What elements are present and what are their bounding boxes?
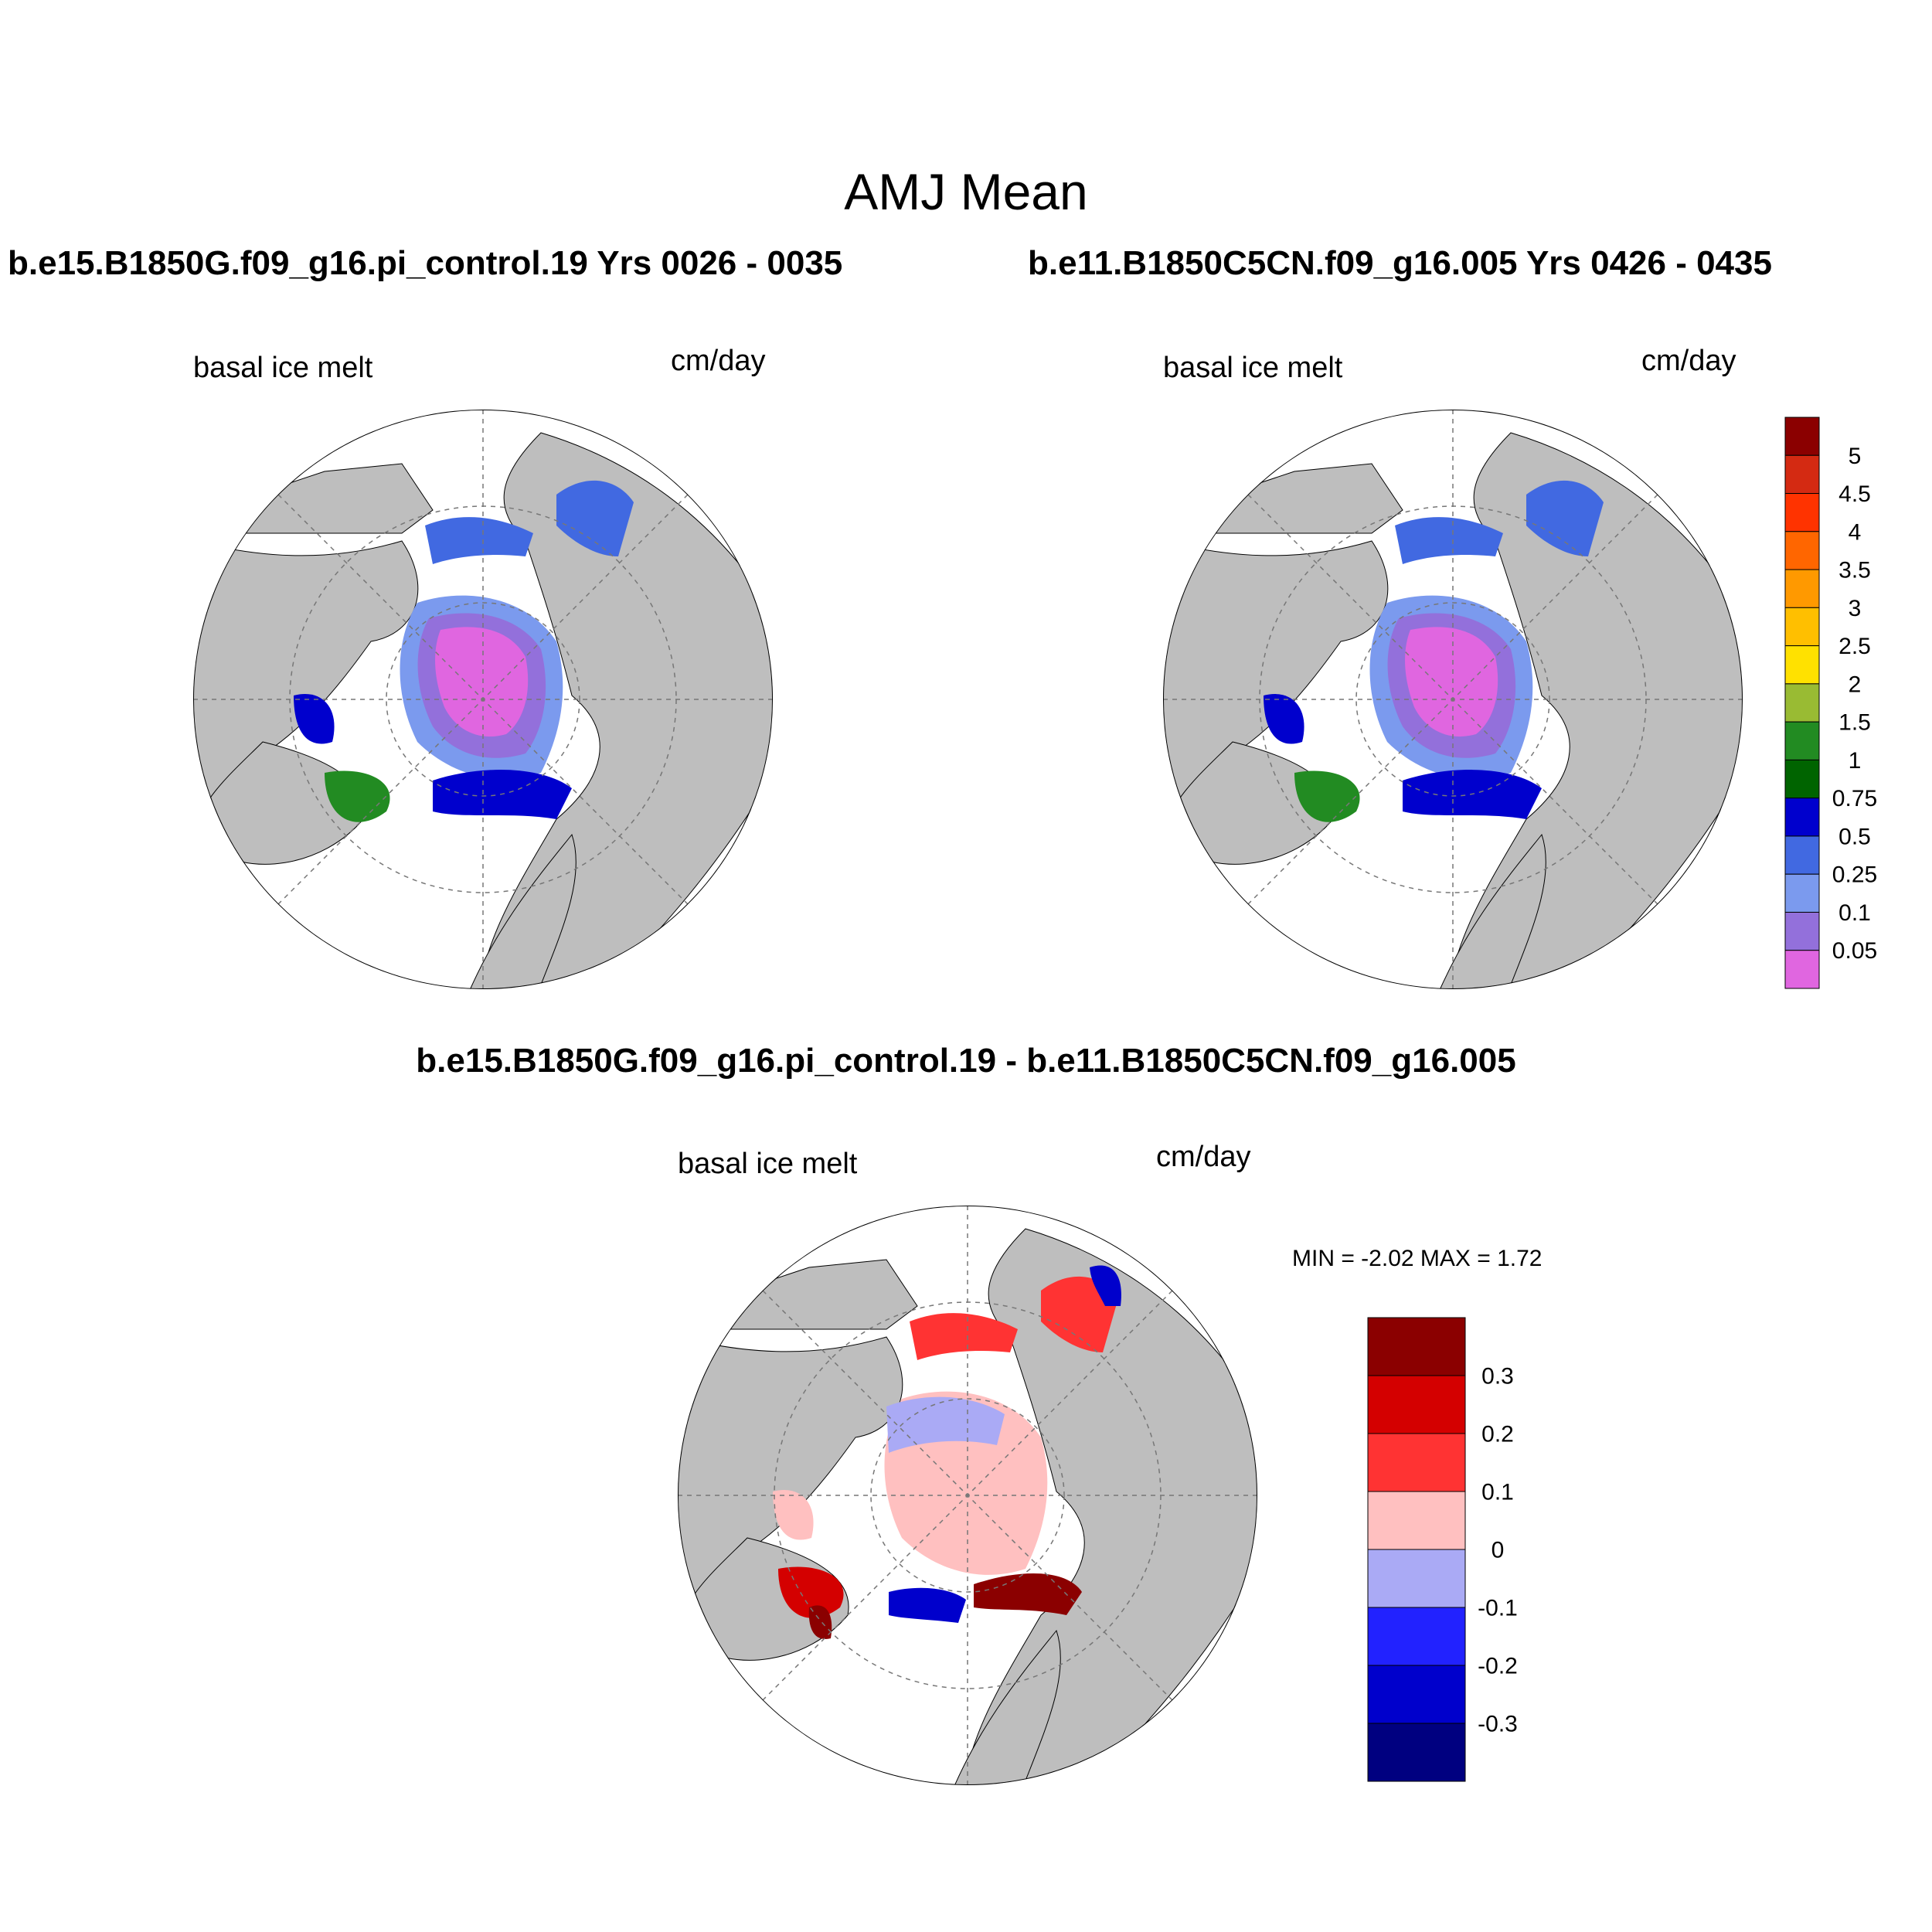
- colorbar-difference-label-2: 0.1: [1481, 1480, 1514, 1505]
- ice-region-core: [435, 627, 529, 737]
- land-europe: [463, 833, 577, 989]
- colorbar-absolute-box-13: [1784, 911, 1820, 951]
- diff-bering-positive: [910, 1313, 1018, 1360]
- colorbar-difference-box-6: [1367, 1665, 1466, 1724]
- panel-title-case2: b.e11.B1850C5CN.f09_g16.005 Yrs 0426 - 0…: [1028, 244, 1772, 282]
- colorbar-absolute-label-8: 1: [1849, 748, 1862, 774]
- variable-label-case1: basal ice melt: [193, 352, 373, 384]
- graticule: [193, 410, 773, 989]
- polar-map-case1: [193, 410, 773, 989]
- ice-hudson: [294, 694, 335, 744]
- colorbar-absolute-label-2: 4: [1849, 519, 1862, 545]
- panel-title-case1: b.e15.B1850G.f09_g16.pi_control.19 Yrs 0…: [8, 244, 843, 282]
- polar-map-case2: [1163, 410, 1743, 989]
- colorbar-difference-box-4: [1367, 1549, 1466, 1608]
- colorbar-absolute-box-5: [1784, 607, 1820, 647]
- diff-okhotsk-mixed: [1041, 1276, 1118, 1352]
- ice-labrador: [325, 770, 390, 822]
- colorbar-absolute-label-7: 1.5: [1838, 710, 1871, 736]
- colorbar-absolute-label-3: 3.5: [1838, 558, 1871, 583]
- diff-hudson-mixed: [773, 1490, 814, 1540]
- colorbar-absolute-label-10: 0.5: [1838, 824, 1871, 849]
- colorbar-difference-box-3: [1367, 1491, 1466, 1550]
- colorbar-absolute-box-9: [1784, 759, 1820, 799]
- colorbar-absolute-label-9: 0.75: [1832, 786, 1877, 811]
- ice-okhotsk: [556, 480, 634, 556]
- graticule: [1163, 410, 1743, 989]
- colorbar-difference-label-3: 0: [1492, 1538, 1505, 1563]
- colorbar-absolute-label-13: 0.05: [1832, 938, 1877, 964]
- colorbar-difference-label-4: -0.1: [1478, 1596, 1518, 1621]
- colorbar-absolute-box-10: [1784, 798, 1820, 837]
- colorbar-difference-box-2: [1367, 1433, 1466, 1492]
- diff-labrador-positive: [778, 1566, 844, 1618]
- colorbar-absolute-label-0: 5: [1849, 444, 1862, 469]
- polar-map-diff: [678, 1206, 1257, 1785]
- colorbar-absolute-box-8: [1784, 721, 1820, 760]
- graticule: [678, 1206, 1257, 1785]
- ice-labrador: [1294, 770, 1360, 822]
- diff-okhotsk-negative: [1090, 1265, 1121, 1306]
- colorbar-difference-label-5: -0.2: [1478, 1654, 1518, 1679]
- min-max-label: MIN = -2.02 MAX = 1.72: [1292, 1246, 1543, 1271]
- units-label-case2: cm/day: [1641, 345, 1736, 377]
- ice-region-core: [1405, 627, 1498, 737]
- colorbar-absolute-box-1: [1784, 454, 1820, 495]
- colorbar-absolute-box-12: [1784, 873, 1820, 913]
- colorbar-difference-label-1: 0.2: [1481, 1422, 1514, 1447]
- colorbar-absolute-box-6: [1784, 645, 1820, 685]
- colorbar-absolute-box-4: [1784, 569, 1820, 608]
- diff-barents-positive: [974, 1573, 1082, 1615]
- ice-bering: [425, 517, 533, 564]
- variable-label-diff: basal ice melt: [678, 1148, 858, 1180]
- colorbar-absolute-label-1: 4.5: [1838, 481, 1871, 507]
- colorbar-absolute-box-0: [1784, 417, 1820, 456]
- land-europe: [1433, 833, 1546, 989]
- figure-title: AMJ Mean: [844, 163, 1088, 220]
- colorbar-difference-label-0: 0.3: [1481, 1364, 1514, 1389]
- colorbar-difference-box-1: [1367, 1375, 1466, 1434]
- colorbar-absolute-box-3: [1784, 531, 1820, 570]
- colorbar-absolute: 5 4.5 4 3.5 3 2.5 2 1.5 1 0.75 0.5 0.25 0.1 0.05: [1784, 417, 1877, 989]
- colorbar-absolute-box-11: [1784, 835, 1820, 875]
- colorbar-difference-label-6: -0.3: [1478, 1712, 1518, 1737]
- colorbar-absolute-label-6: 2: [1849, 672, 1862, 697]
- ice-hudson: [1264, 694, 1304, 744]
- ice-bering: [1395, 517, 1503, 564]
- colorbar-difference: 0.3 0.2 0.1 0 -0.1 -0.2 -0.3: [1367, 1317, 1518, 1782]
- land-europe: [947, 1629, 1061, 1785]
- units-label-case1: cm/day: [671, 345, 766, 377]
- colorbar-absolute-label-11: 0.25: [1832, 862, 1877, 888]
- colorbar-absolute-box-14: [1784, 950, 1820, 989]
- variable-label-case2: basal ice melt: [1163, 352, 1343, 384]
- colorbar-absolute-box-7: [1784, 683, 1820, 723]
- units-label-diff: cm/day: [1156, 1141, 1251, 1173]
- colorbar-absolute-label-5: 2.5: [1838, 634, 1871, 659]
- colorbar-absolute-box-2: [1784, 493, 1820, 532]
- colorbar-difference-box-7: [1367, 1723, 1466, 1782]
- diff-barents-negative: [889, 1587, 966, 1623]
- colorbar-absolute-label-12: 0.1: [1838, 900, 1871, 926]
- panel-title-diff: b.e15.B1850G.f09_g16.pi_control.19 - b.e…: [416, 1042, 1516, 1080]
- ice-okhotsk: [1526, 480, 1604, 556]
- colorbar-difference-box-0: [1367, 1317, 1466, 1376]
- colorbar-absolute-label-4: 3: [1849, 596, 1862, 621]
- diff-greenland-sea: [808, 1605, 832, 1639]
- diff-beaufort-negative: [886, 1396, 1005, 1453]
- colorbar-difference-box-5: [1367, 1607, 1466, 1666]
